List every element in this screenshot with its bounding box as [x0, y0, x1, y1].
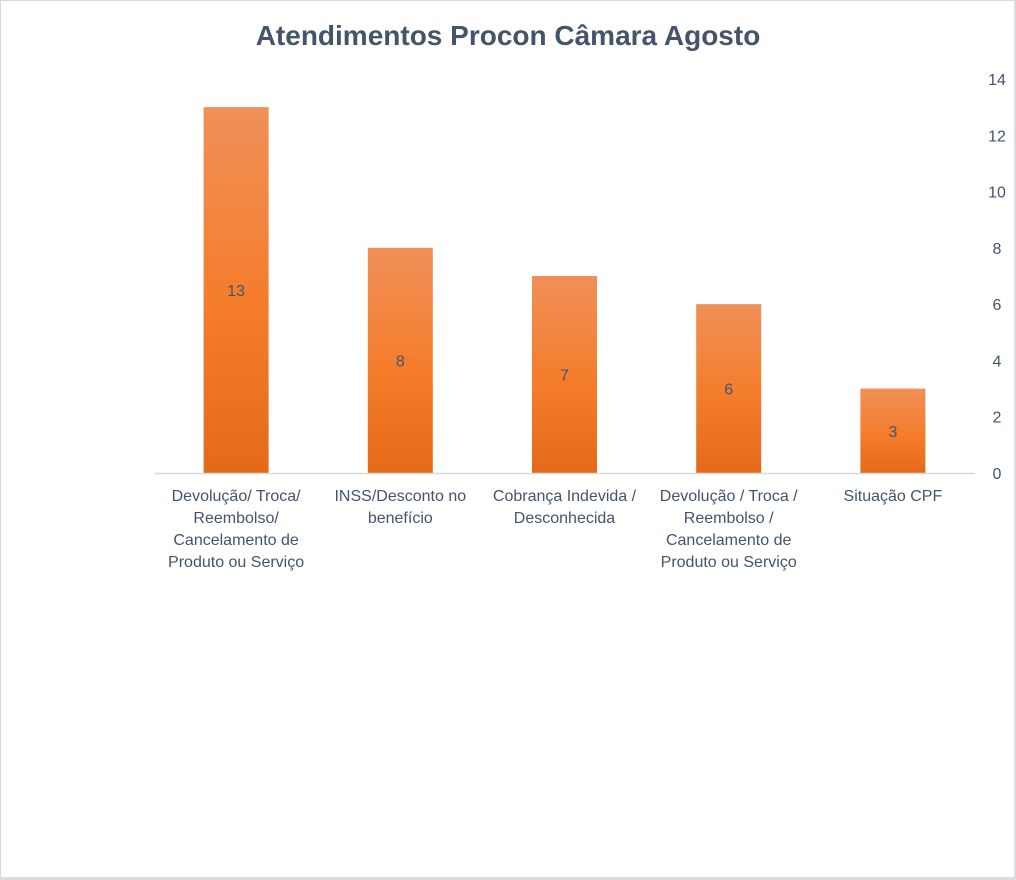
y-tick-label: 8	[993, 241, 1002, 258]
bar	[860, 388, 926, 473]
y-tick-label: 6	[993, 297, 1002, 314]
bar	[696, 304, 762, 473]
bar	[532, 276, 597, 473]
category-label: Devolução / Troca / Reembolso / Cancelam…	[659, 488, 798, 571]
y-tick-label: 2	[993, 410, 1002, 427]
bar	[367, 247, 433, 473]
data-label: 3	[888, 424, 897, 441]
y-tick-label: 4	[993, 353, 1002, 370]
data-label: 13	[227, 283, 245, 300]
category-label: Cobrança Indevida / Desconhecida	[492, 488, 637, 527]
bar	[203, 107, 269, 474]
data-label: 6	[724, 382, 733, 399]
y-tick-label: 12	[988, 128, 1006, 145]
chart-title: Atendimentos Procon Câmara Agosto	[255, 20, 761, 51]
category-label: INSS/Desconto no benefício	[334, 488, 467, 527]
category-label: Devolução/ Troca/ Reembolso/ Cancelament…	[168, 488, 305, 571]
y-tick-label: 0	[993, 466, 1002, 483]
category-label: Situação CPF	[843, 488, 943, 505]
data-label: 8	[396, 353, 405, 370]
data-label: 7	[560, 368, 569, 385]
y-tick-label: 10	[988, 185, 1006, 202]
y-tick-label: 14	[988, 72, 1006, 89]
